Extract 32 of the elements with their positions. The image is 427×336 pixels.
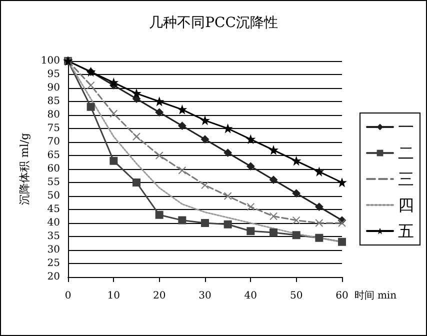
x-tick-label: 30 [198, 290, 212, 302]
chart-title: 几种不同PCC沉降性 [149, 15, 278, 31]
y-tick-label: 85 [47, 96, 60, 107]
y-tick-label: 80 [47, 110, 60, 120]
y-tick-label: 100 [40, 56, 60, 66]
y-tick-label: 30 [47, 244, 60, 256]
y-tick-label: 55 [47, 177, 60, 188]
legend-label: 一 [398, 118, 414, 136]
y-tick-label: 50 [47, 190, 60, 202]
legend-label: 三 [398, 170, 414, 188]
x-axis-title: 时间 min [354, 290, 398, 302]
y-tick-label: 20 [47, 272, 60, 282]
y-tick-label: 75 [47, 123, 60, 134]
y-tick-label: 40 [47, 218, 60, 228]
x-tick-label: 60 [336, 290, 348, 302]
legend-label: 四 [398, 196, 414, 214]
x-tick-label: 20 [152, 290, 166, 302]
x-tick-label: 0 [64, 290, 72, 302]
x-tick-label: 40 [244, 290, 258, 302]
y-tick-label: 65 [47, 150, 60, 161]
y-tick-label: 70 [47, 136, 60, 148]
x-tick-label: 10 [107, 290, 120, 302]
y-tick-label: 90 [47, 82, 60, 94]
y-tick-label: 35 [47, 231, 60, 242]
y-tick-label: 95 [47, 69, 60, 80]
y-tick-label: 25 [47, 258, 60, 269]
legend-label: 二 [398, 144, 414, 162]
y-tick-label: 45 [47, 204, 60, 215]
y-tick-label: 60 [47, 164, 60, 174]
y-axis-title: 沉降体积 ml/g [18, 132, 32, 206]
legend-label: 五 [398, 222, 414, 240]
x-tick-label: 50 [290, 290, 303, 302]
